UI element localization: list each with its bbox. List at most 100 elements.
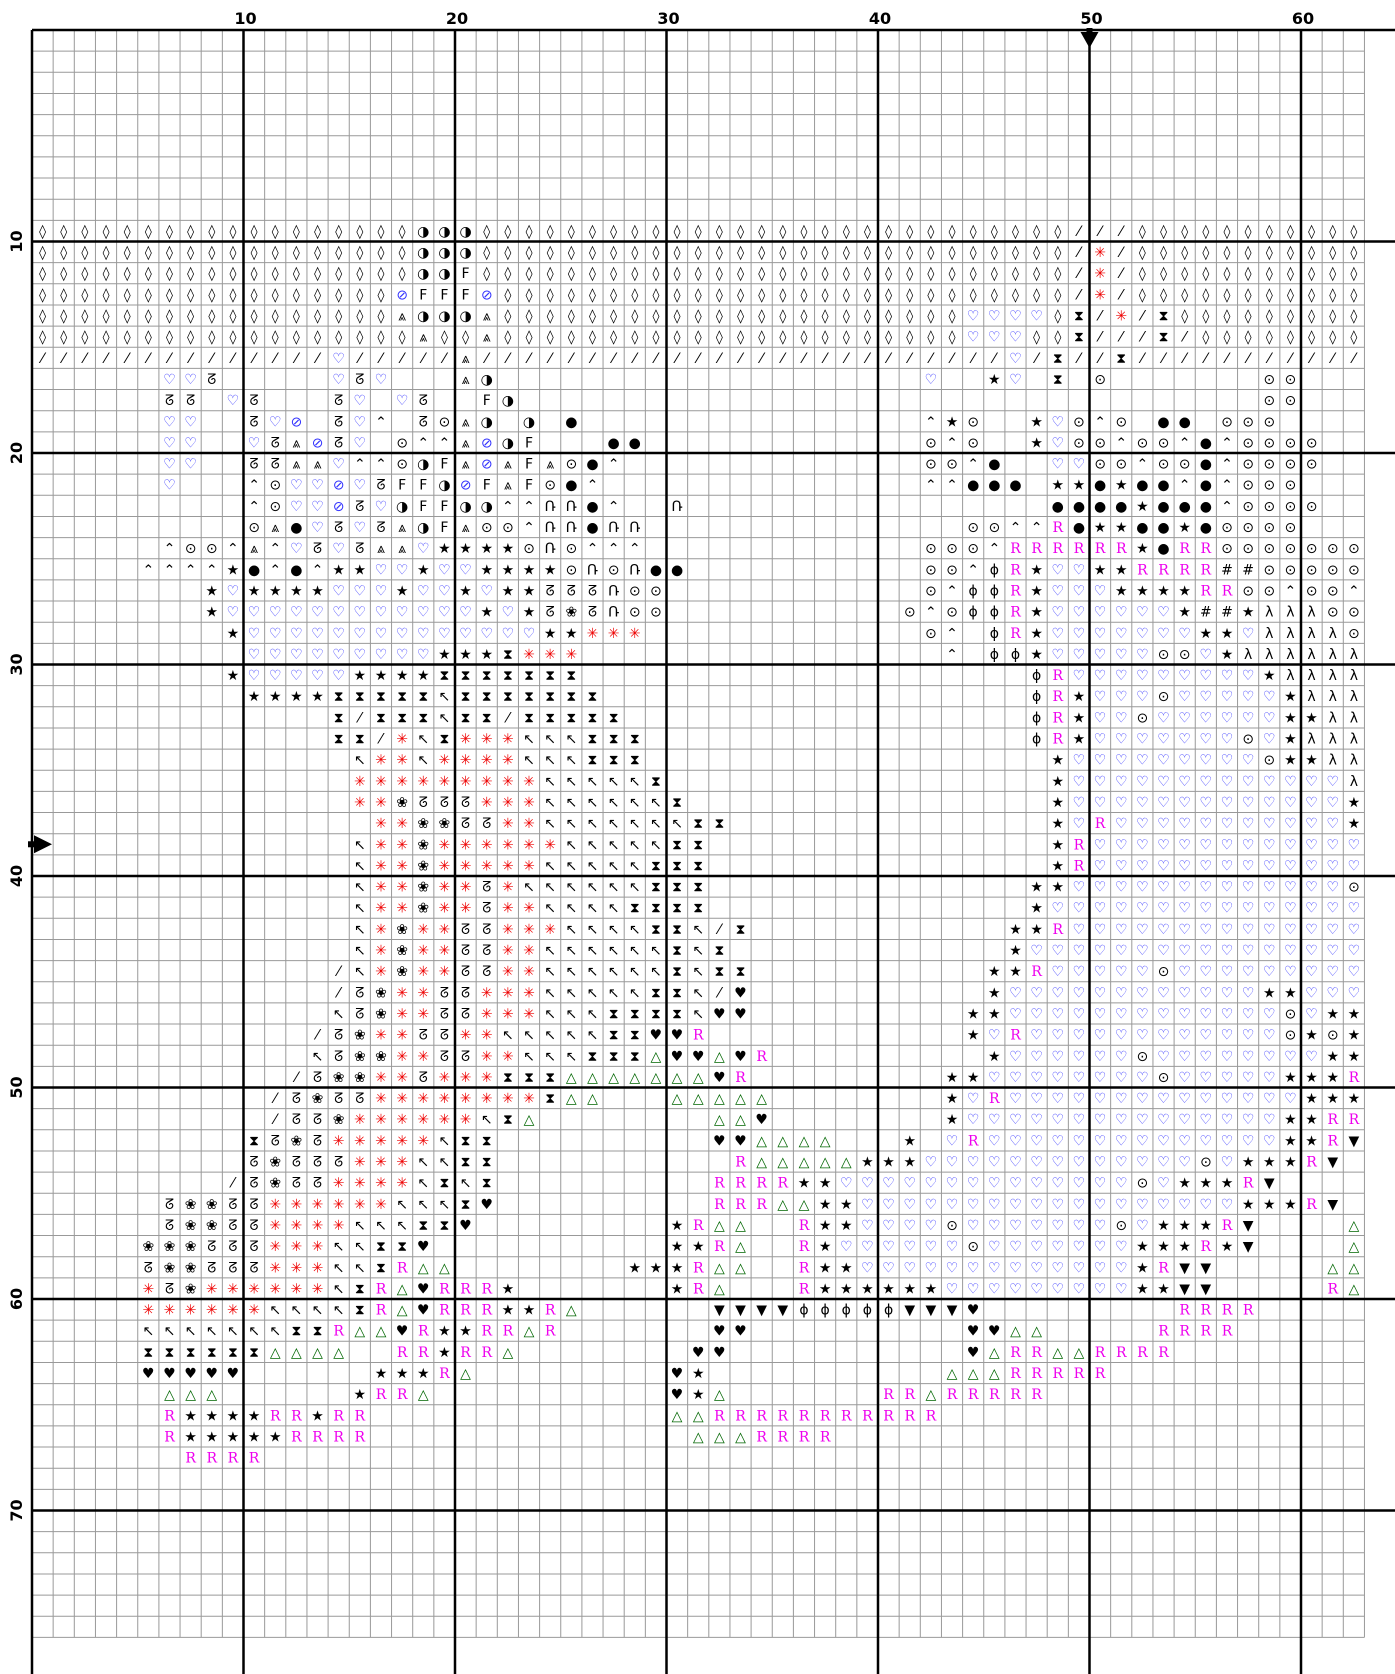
stitch-symbol: ✳ [206,1303,218,1319]
stitch-symbol: ⁄ [1096,309,1104,325]
stitch-symbol: ⁄ [884,351,892,367]
stitch-symbol: ♡ [1073,753,1086,769]
stitch-symbol: △ [502,1345,513,1361]
stitch-symbol: ♡ [502,605,515,621]
stitch-symbol: ⧗ [630,901,640,917]
stitch-symbol: ♡ [375,583,388,599]
stitch-symbol: ✳ [460,1028,472,1044]
stitch-symbol: ✳ [502,880,514,896]
stitch-symbol: ◊ [949,330,956,346]
stitch-symbol: ♡ [1136,626,1149,642]
stitch-symbol: ↖ [333,1281,345,1297]
stitch-symbol: ♡ [1221,1133,1234,1149]
stitch-symbol: ↖ [354,1218,366,1234]
stitch-symbol: ◊ [39,287,46,303]
stitch-symbol: ◊ [399,224,406,240]
stitch-symbol: ◊ [504,330,511,346]
stitch-symbol: ⊙ [1221,541,1233,557]
stitch-symbol: ᘔ [355,541,364,557]
stitch-symbol: ♡ [1221,1155,1234,1171]
stitch-symbol: ⧗ [714,964,724,980]
stitch-symbol: ⧗ [651,858,661,874]
stitch-symbol: ⊙ [1263,583,1275,599]
stitch-symbol: ♡ [354,605,367,621]
stitch-symbol: ♡ [1200,647,1213,663]
stitch-symbol: R [1179,1303,1190,1319]
stitch-symbol: ◊ [631,309,638,325]
stitch-symbol: ◊ [399,330,406,346]
stitch-symbol: ♡ [1305,880,1318,896]
stitch-symbol: ♡ [1030,1091,1043,1107]
stitch-symbol: ⁄ [906,351,914,367]
stitch-symbol: ⌃ [1010,520,1022,536]
stitch-symbol: △ [651,1049,662,1065]
stitch-symbol: ⌃ [1094,414,1106,430]
stitch-symbol: ◊ [103,245,110,261]
stitch-symbol: ᘔ [165,1197,174,1213]
stitch-symbol: R [1116,541,1127,557]
stitch-symbol: ◊ [1266,224,1273,240]
stitch-symbol: ↖ [629,943,641,959]
stitch-symbol: ❀ [206,1197,218,1213]
stitch-symbol: ✳ [523,1006,535,1022]
stitch-symbol: ✳ [417,774,429,790]
stitch-symbol: ↖ [185,1324,197,1340]
stitch-symbol: ◊ [822,330,829,346]
stitch-symbol: ♡ [1242,943,1255,959]
stitch-symbol: ᘔ [419,1028,428,1044]
stitch-symbol: ♡ [988,330,1001,346]
stitch-symbol: ✳ [460,753,472,769]
stitch-symbol: ✳ [396,1176,408,1192]
stitch-symbol: ♡ [184,414,197,430]
stitch-symbol: ⌃ [1031,520,1043,536]
stitch-symbol: R [1306,1155,1317,1171]
stitch-symbol: ♡ [1073,1281,1086,1297]
stitch-symbol: ⊙ [565,541,577,557]
stitch-symbol: ⌃ [1285,583,1297,599]
stitch-symbol: ◊ [166,224,173,240]
stitch-symbol: ★ [565,626,578,642]
stitch-symbol: ✳ [502,774,514,790]
stitch-symbol: ◊ [801,330,808,346]
stitch-symbol: ◊ [314,266,321,282]
stitch-symbol: ᘔ [419,393,428,409]
stitch-symbol: R [989,1387,1000,1403]
stitch-symbol: ✳ [375,1197,387,1213]
stitch-symbol: ♡ [1263,1133,1276,1149]
stitch-symbol: R [968,1133,979,1149]
stitch-symbol: ♡ [1094,774,1107,790]
stitch-symbol: ◑ [502,393,514,409]
stitch-symbol: ♡ [1073,1006,1086,1022]
stitch-symbol: ♡ [1009,1281,1022,1297]
stitch-symbol: ★ [1284,753,1297,769]
stitch-symbol: ◊ [737,224,744,240]
stitch-symbol: ✳ [312,1218,324,1234]
stitch-symbol: ⊙ [1306,499,1318,515]
stitch-symbol: ★ [861,1281,874,1297]
stitch-symbol: ♡ [1115,668,1128,684]
stitch-symbol: △ [799,1197,810,1213]
stitch-symbol: ↖ [587,795,599,811]
stitch-symbol: ✳ [375,858,387,874]
stitch-symbol: ★ [1284,1133,1297,1149]
stitch-symbol: R [481,1345,492,1361]
stitch-symbol: ♡ [1242,901,1255,917]
stitch-symbol: ● [1200,499,1212,515]
stitch-symbol: ♡ [988,309,1001,325]
stitch-symbol: ◊ [39,330,46,346]
stitch-symbol: ❀ [417,858,429,874]
stitch-symbol: ★ [354,668,367,684]
stitch-symbol: ◊ [674,245,681,261]
stitch-symbol: ♡ [354,647,367,663]
stitch-symbol: ᘔ [355,372,364,388]
stitch-symbol: ᘔ [355,985,364,1001]
stitch-symbol: ★ [1284,1197,1297,1213]
stitch-symbol: R [207,1451,218,1467]
stitch-symbol: ♡ [1200,880,1213,896]
stitch-symbol: ♡ [1284,901,1297,917]
stitch-symbol: ● [565,478,577,494]
stitch-symbol: ⧗ [545,710,555,726]
stitch-symbol: ᘔ [228,1197,237,1213]
stitch-symbol: R [1201,541,1212,557]
stitch-symbol: ◑ [481,499,493,515]
